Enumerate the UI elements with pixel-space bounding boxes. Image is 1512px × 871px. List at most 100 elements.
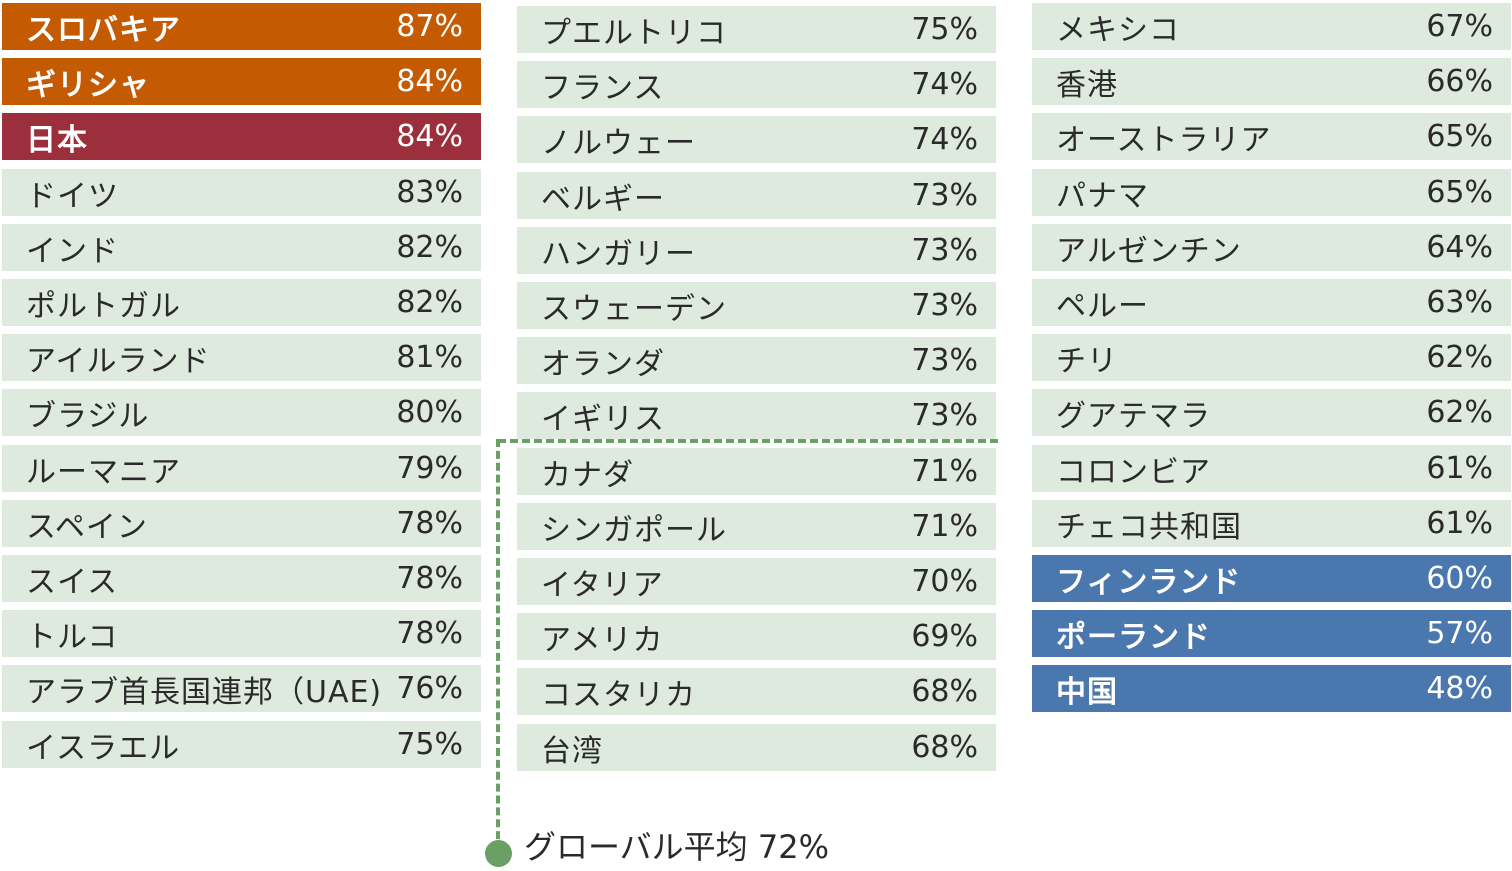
percentage-value: 57%	[1426, 616, 1493, 651]
table-row: ノルウェー 74%	[517, 116, 996, 163]
table-row: アラブ首長国連邦（UAE) 76%	[2, 665, 481, 712]
percentage-value: 78%	[396, 561, 463, 596]
table-row: スペイン 78%	[2, 500, 481, 547]
table-row: プエルトリコ 75%	[517, 6, 996, 53]
country-name: 中国	[1056, 674, 1118, 710]
country-name: フィンランド	[1056, 564, 1242, 600]
table-row: ドイツ 83%	[2, 169, 481, 216]
country-name: ブラジル	[26, 398, 150, 434]
table-row: ポルトガル 82%	[2, 279, 481, 326]
table-row: チリ 62%	[1032, 334, 1511, 381]
country-name: フランス	[541, 70, 665, 106]
global-average-label: グローバル平均 72%	[524, 828, 829, 866]
percentage-value: 87%	[396, 9, 463, 44]
country-name: コロンビア	[1056, 454, 1211, 490]
country-name: プエルトリコ	[541, 15, 727, 51]
country-name: ルーマニア	[26, 454, 181, 490]
country-name: カナダ	[541, 457, 634, 493]
country-name: スロバキア	[26, 12, 181, 48]
percentage-value: 75%	[911, 12, 978, 47]
country-name: ペルー	[1056, 288, 1149, 324]
percentage-value: 65%	[1426, 119, 1493, 154]
table-row: トルコ 78%	[2, 610, 481, 657]
percentage-value: 82%	[396, 285, 463, 320]
table-row: メキシコ 67%	[1032, 3, 1511, 50]
table-row: スロバキア 87%	[2, 3, 481, 50]
table-row: アイルランド 81%	[2, 334, 481, 381]
table-row: スウェーデン 73%	[517, 282, 996, 329]
country-name: オランダ	[541, 346, 665, 382]
table-row: グアテマラ 62%	[1032, 389, 1511, 436]
percentage-value: 73%	[911, 288, 978, 323]
percentage-value: 80%	[396, 395, 463, 430]
percentage-value: 84%	[396, 119, 463, 154]
table-row: ブラジル 80%	[2, 389, 481, 436]
table-row: イギリス 73%	[517, 392, 996, 439]
percentage-value: 69%	[911, 619, 978, 654]
table-row: アメリカ 69%	[517, 613, 996, 660]
country-name: チリ	[1056, 343, 1118, 379]
country-name: イタリア	[541, 567, 664, 603]
table-row: インド 82%	[2, 224, 481, 271]
table-row: アルゼンチン 64%	[1032, 224, 1511, 271]
country-name: ポーランド	[1056, 619, 1211, 655]
global-average-line-horizontal	[498, 439, 998, 443]
percentage-value: 68%	[911, 730, 978, 765]
country-name: イスラエル	[26, 730, 181, 766]
percentage-value: 73%	[911, 233, 978, 268]
percentage-value: 75%	[396, 727, 463, 762]
table-row: カナダ 71%	[517, 448, 996, 495]
table-row: ポーランド 57%	[1032, 610, 1511, 657]
percentage-value: 84%	[396, 64, 463, 99]
country-name: アルゼンチン	[1056, 233, 1242, 269]
percentage-value: 83%	[396, 175, 463, 210]
table-row: オランダ 73%	[517, 337, 996, 384]
table-row: コスタリカ 68%	[517, 668, 996, 715]
table-row: ルーマニア 79%	[2, 445, 481, 492]
table-row: ベルギー 73%	[517, 172, 996, 219]
percentage-value: 64%	[1426, 230, 1493, 265]
country-name: ポルトガル	[26, 288, 181, 324]
table-row: ハンガリー 73%	[517, 227, 996, 274]
country-name: アラブ首長国連邦（UAE)	[26, 674, 383, 710]
country-name: メキシコ	[1056, 12, 1180, 48]
country-name: パナマ	[1056, 178, 1149, 214]
country-name: ハンガリー	[541, 236, 696, 272]
global-average-dot-icon	[485, 840, 512, 867]
percentage-value: 71%	[911, 509, 978, 544]
country-name: 香港	[1056, 67, 1118, 103]
country-name: ノルウェー	[541, 125, 696, 161]
percentage-value: 73%	[911, 398, 978, 433]
country-name: アメリカ	[541, 622, 664, 658]
table-row: フランス 74%	[517, 61, 996, 108]
percentage-value: 71%	[911, 454, 978, 489]
country-name: インド	[26, 233, 119, 269]
table-row: スイス 78%	[2, 555, 481, 602]
table-row: 中国 48%	[1032, 665, 1511, 712]
percentage-value: 60%	[1426, 561, 1493, 596]
country-name: スペイン	[26, 509, 148, 545]
table-row: 台湾 68%	[517, 724, 996, 771]
country-name: コスタリカ	[541, 677, 696, 713]
table-row: コロンビア 61%	[1032, 445, 1511, 492]
percentage-value: 76%	[396, 671, 463, 706]
table-row: フィンランド 60%	[1032, 555, 1511, 602]
global-average-line-vertical	[496, 439, 500, 851]
country-name: チェコ共和国	[1056, 509, 1242, 545]
percentage-value: 48%	[1426, 671, 1493, 706]
percentage-value: 70%	[911, 564, 978, 599]
country-name: ベルギー	[541, 181, 665, 217]
table-row: イタリア 70%	[517, 558, 996, 605]
table-row: ギリシャ 84%	[2, 58, 481, 105]
table-row: オーストラリア 65%	[1032, 113, 1511, 160]
country-name: スイス	[26, 564, 119, 600]
table-row: イスラエル 75%	[2, 721, 481, 768]
country-name: グアテマラ	[1056, 398, 1211, 434]
percentage-value: 79%	[396, 451, 463, 486]
percentage-value: 73%	[911, 178, 978, 213]
percentage-value: 82%	[396, 230, 463, 265]
percentage-value: 81%	[396, 340, 463, 375]
percentage-value: 74%	[911, 67, 978, 102]
percentage-value: 74%	[911, 122, 978, 157]
percentage-value: 78%	[396, 616, 463, 651]
